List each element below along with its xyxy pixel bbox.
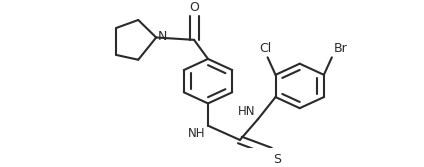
Text: Br: Br bbox=[334, 42, 348, 55]
Text: Cl: Cl bbox=[259, 42, 272, 55]
Text: O: O bbox=[189, 1, 199, 14]
Text: N: N bbox=[158, 30, 167, 43]
Text: HN: HN bbox=[238, 105, 256, 118]
Text: NH: NH bbox=[187, 127, 205, 140]
Text: S: S bbox=[273, 153, 281, 166]
